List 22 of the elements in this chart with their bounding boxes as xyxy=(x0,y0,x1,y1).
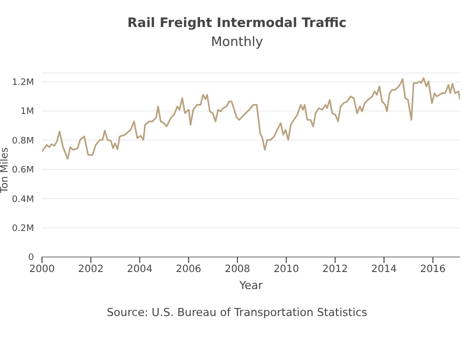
chart-title: Rail Freight Intermodal Traffic xyxy=(126,16,348,31)
x-tick-label: 2012 xyxy=(322,264,348,276)
y-tick-label: 0.8M xyxy=(12,136,34,146)
x-tick-label: 2006 xyxy=(176,264,202,276)
x-tick-label: 2016 xyxy=(420,264,446,276)
x-tick-label: 2010 xyxy=(274,264,300,276)
chart-subtitle: Monthly xyxy=(210,35,264,50)
y-tick-label: 0.4M xyxy=(12,194,34,205)
y-tick-label: 1M xyxy=(20,107,34,118)
x-tick-label: 2000 xyxy=(29,264,55,276)
y-tick-label: 1.2M xyxy=(12,78,34,88)
x-tick-label: 2002 xyxy=(78,264,104,276)
y-axis-title: Ton Miles xyxy=(0,147,11,194)
y-tick-label: 0 xyxy=(28,253,34,264)
y-tick-label: 0.2M xyxy=(12,224,34,234)
x-tick-label: 2008 xyxy=(224,264,250,276)
x-axis-title: Year xyxy=(238,279,264,292)
x-tick-label: 2004 xyxy=(126,264,152,276)
y-tick-label: 0.6M xyxy=(12,166,34,176)
x-tick-label: 2014 xyxy=(371,264,397,276)
source-note: Source: U.S. Bureau of Transportation Statistics xyxy=(106,306,368,319)
line-series xyxy=(42,77,460,160)
